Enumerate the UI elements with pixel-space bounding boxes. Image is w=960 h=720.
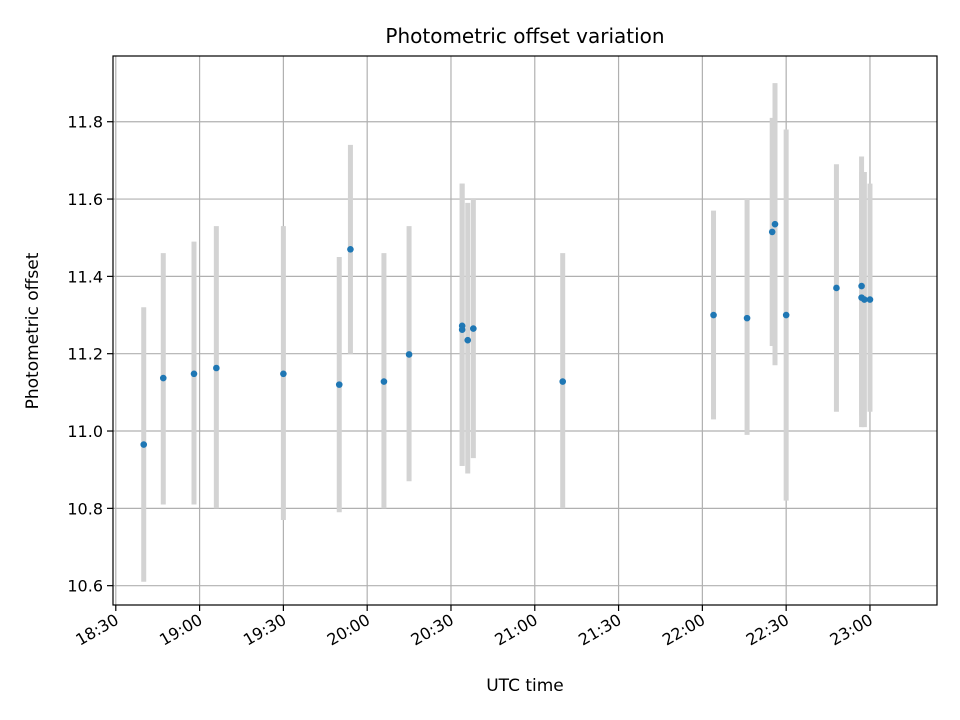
data-point [861, 296, 868, 303]
data-point [140, 441, 148, 448]
data-point [464, 336, 472, 344]
data-point [380, 378, 388, 385]
data-point [710, 311, 717, 319]
y-tick-label: 11.4 [67, 267, 103, 286]
data-points [140, 220, 874, 448]
data-point [280, 370, 287, 378]
data-point [858, 282, 865, 290]
x-axis-title: UTC time [486, 676, 564, 696]
y-tick-label: 11.8 [67, 113, 103, 132]
data-point [768, 228, 776, 236]
data-point [458, 326, 466, 334]
y-tick-label: 11.2 [67, 345, 103, 364]
data-point [213, 364, 220, 372]
y-tick-label: 10.6 [67, 577, 103, 596]
y-axis-title: Photometric offset [23, 252, 43, 409]
y-axis-ticks: 10.6 10.8 11.0 11.2 11.4 11.6 11.8 [67, 113, 113, 596]
data-point [559, 378, 567, 385]
data-point [190, 370, 198, 378]
data-point [771, 220, 779, 228]
data-point [405, 351, 413, 358]
data-point [866, 296, 874, 303]
data-point [347, 246, 354, 253]
data-point [335, 381, 343, 388]
data-point [470, 325, 477, 332]
data-point [833, 284, 840, 292]
data-point [159, 374, 167, 382]
plot-frame [112, 55, 938, 606]
data-point [782, 311, 790, 319]
data-point [743, 314, 751, 322]
y-tick-label: 11.6 [67, 190, 103, 209]
y-tick-label: 11.0 [67, 422, 103, 441]
chart-title: Photometric offset variation [385, 24, 664, 48]
y-tick-label: 10.8 [67, 499, 103, 518]
